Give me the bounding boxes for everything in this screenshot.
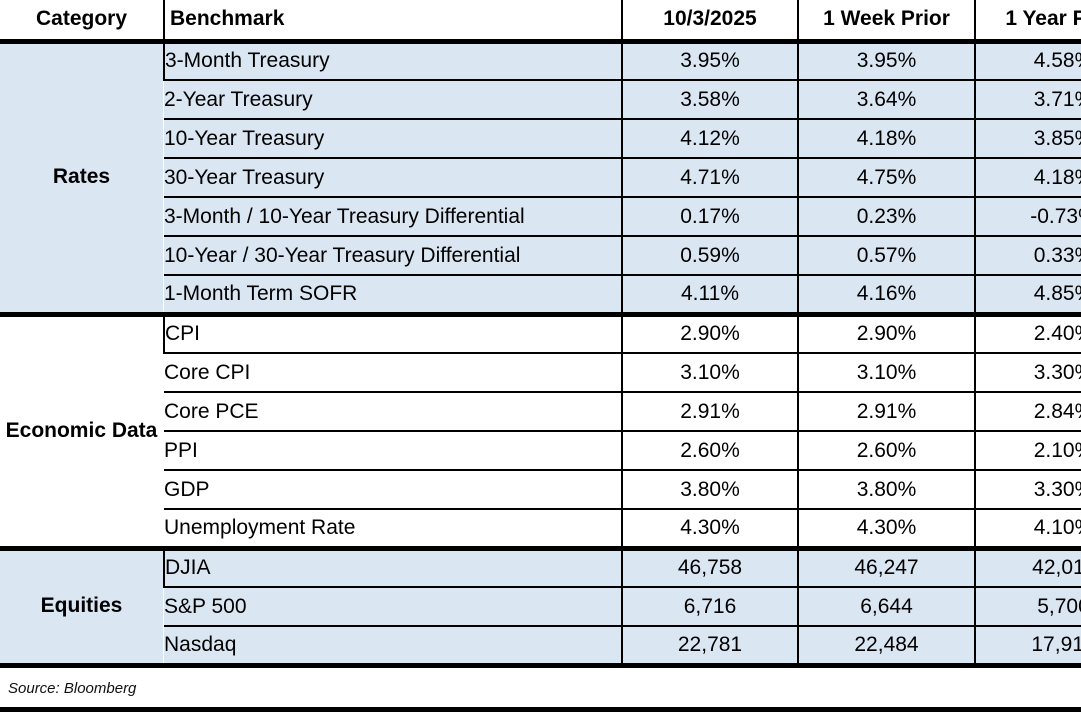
category-cell-economic-data: Economic Data xyxy=(0,311,164,551)
value-cell: 4.58% xyxy=(974,38,1081,80)
value-cell: 2.90% xyxy=(621,311,798,353)
table-row: Economic Data CPI 2.90% 2.90% 2.40% xyxy=(0,311,1081,551)
value-cell: 4.12% xyxy=(621,118,798,158)
value-cell: 3.58% xyxy=(621,79,798,119)
table-row: 30-Year Treasury 4.71% 4.75% 4.18% xyxy=(0,157,1081,197)
value-cell: 4.75% xyxy=(797,157,975,197)
value-cell: 3.95% xyxy=(797,38,975,80)
value-cell: 2.40% xyxy=(974,311,1081,353)
benchmark-cell: PPI xyxy=(164,430,622,470)
value-cell: 3.95% xyxy=(621,38,798,80)
benchmark-cell: S&P 500 xyxy=(164,586,622,626)
benchmark-cell: 10-Year / 30-Year Treasury Differential xyxy=(164,235,622,275)
value-cell: 5,700 xyxy=(974,586,1081,626)
benchmark-cell: Unemployment Rate xyxy=(164,508,622,548)
value-cell: 3.64% xyxy=(797,79,975,119)
value-cell: 2.84% xyxy=(974,391,1081,431)
table-row: 10-Year / 30-Year Treasury Differential … xyxy=(0,235,1081,275)
value-cell: 17,918 xyxy=(974,625,1081,668)
value-cell: 4.30% xyxy=(621,508,798,548)
value-cell: 3.85% xyxy=(974,118,1081,158)
value-cell: 0.23% xyxy=(797,196,975,236)
header-category: Category xyxy=(0,0,164,44)
table-row: S&P 500 6,716 6,644 5,700 xyxy=(0,586,1081,626)
value-cell: 0.59% xyxy=(621,235,798,275)
value-cell: 3.10% xyxy=(797,352,975,392)
table-row: Rates 3-Month Treasury 3.95% 3.95% 4.58% xyxy=(0,38,1081,317)
benchmark-cell: 1-Month Term SOFR xyxy=(164,274,622,314)
value-cell: 22,484 xyxy=(797,625,975,668)
table-row: 1-Month Term SOFR 4.11% 4.16% 4.85% xyxy=(0,274,1081,314)
benchmark-cell: Core PCE xyxy=(164,391,622,431)
value-cell: 4.30% xyxy=(797,508,975,548)
value-cell: 3.30% xyxy=(974,469,1081,509)
value-cell: 3.71% xyxy=(974,79,1081,119)
benchmark-cell: 2-Year Treasury xyxy=(164,79,622,119)
value-cell: 2.10% xyxy=(974,430,1081,470)
table-row: 2-Year Treasury 3.58% 3.64% 3.71% xyxy=(0,79,1081,119)
benchmark-cell: DJIA xyxy=(163,545,622,587)
table-row: PPI 2.60% 2.60% 2.10% xyxy=(0,430,1081,470)
table-row: Core PCE 2.91% 2.91% 2.84% xyxy=(0,391,1081,431)
value-cell: 46,247 xyxy=(797,545,975,587)
value-cell: 0.57% xyxy=(797,235,975,275)
benchmark-cell: 3-Month Treasury xyxy=(163,38,622,80)
header-row: Category Benchmark 10/3/2025 1 Week Prio… xyxy=(0,0,1081,44)
value-cell: 46,758 xyxy=(621,545,798,587)
value-cell: 6,644 xyxy=(797,586,975,626)
source-note: Source: Bloomberg xyxy=(8,680,137,697)
category-cell-equities: Equities xyxy=(0,545,164,668)
value-cell: 2.60% xyxy=(621,430,798,470)
value-cell: 4.18% xyxy=(797,118,975,158)
value-cell: -0.73% xyxy=(974,196,1081,236)
value-cell: 2.91% xyxy=(797,391,975,431)
value-cell: 22,781 xyxy=(621,625,798,668)
value-cell: 3.30% xyxy=(974,352,1081,392)
benchmark-table: Category Benchmark 10/3/2025 1 Week Prio… xyxy=(0,0,1081,668)
bottom-divider xyxy=(0,707,1081,712)
benchmark-cell: GDP xyxy=(164,469,622,509)
value-cell: 6,716 xyxy=(621,586,798,626)
benchmark-cell: 3-Month / 10-Year Treasury Differential xyxy=(164,196,622,236)
table-row: GDP 3.80% 3.80% 3.30% xyxy=(0,469,1081,509)
benchmark-cell: CPI xyxy=(163,311,622,353)
benchmark-cell: Nasdaq xyxy=(164,625,622,668)
value-cell: 4.16% xyxy=(797,274,975,314)
table-row: Unemployment Rate 4.30% 4.30% 4.10% xyxy=(0,508,1081,548)
value-cell: 4.18% xyxy=(974,157,1081,197)
value-cell: 3.80% xyxy=(797,469,975,509)
value-cell: 4.10% xyxy=(974,508,1081,548)
value-cell: 2.60% xyxy=(797,430,975,470)
table-row: Equities DJIA 46,758 46,247 42,011 xyxy=(0,545,1081,668)
table-row: Nasdaq 22,781 22,484 17,918 xyxy=(0,625,1081,668)
header-week-prior: 1 Week Prior xyxy=(797,0,975,44)
table-row: 3-Month / 10-Year Treasury Differential … xyxy=(0,196,1081,236)
table-viewport: Category Benchmark 10/3/2025 1 Week Prio… xyxy=(0,0,1081,668)
table-row: Core CPI 3.10% 3.10% 3.30% xyxy=(0,352,1081,392)
value-cell: 2.90% xyxy=(797,311,975,353)
benchmark-cell: 30-Year Treasury xyxy=(164,157,622,197)
header-benchmark: Benchmark xyxy=(163,0,622,44)
benchmark-cell: Core CPI xyxy=(164,352,622,392)
value-cell: 3.10% xyxy=(621,352,798,392)
value-cell: 4.11% xyxy=(621,274,798,314)
value-cell: 3.80% xyxy=(621,469,798,509)
header-year-prior: 1 Year Prior xyxy=(974,0,1081,44)
category-cell-rates: Rates xyxy=(0,38,164,317)
value-cell: 4.71% xyxy=(621,157,798,197)
value-cell: 42,011 xyxy=(974,545,1081,587)
header-current-date: 10/3/2025 xyxy=(621,0,798,44)
benchmark-cell: 10-Year Treasury xyxy=(164,118,622,158)
table-row: 10-Year Treasury 4.12% 4.18% 3.85% xyxy=(0,118,1081,158)
value-cell: 2.91% xyxy=(621,391,798,431)
value-cell: 0.33% xyxy=(974,235,1081,275)
value-cell: 0.17% xyxy=(621,196,798,236)
value-cell: 4.85% xyxy=(974,274,1081,314)
